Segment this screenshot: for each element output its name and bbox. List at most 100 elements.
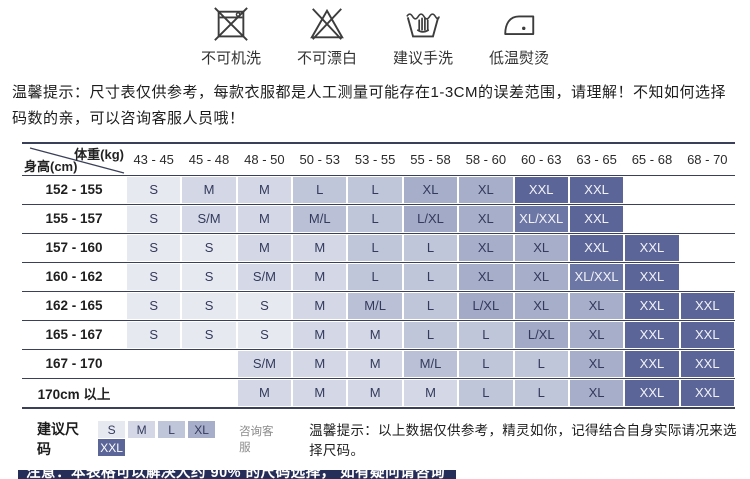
care-item-hand-wash: 建议手洗 [387, 6, 459, 68]
care-label: 建议手洗 [392, 50, 453, 67]
size-cell: XXL [625, 350, 679, 377]
weight-range-header: 55 - 58 [410, 151, 451, 167]
diagonal-divider [29, 147, 125, 174]
size-cell: XL [569, 350, 624, 377]
size-cell: S [182, 321, 236, 348]
size-cell: S [182, 292, 236, 319]
size-cell: XXL [514, 176, 568, 203]
weight-range-header: 45 - 48 [188, 151, 230, 167]
size-swatch: L [158, 421, 186, 439]
height-axis-label: 身高(cm) [24, 158, 78, 174]
size-cell: S [237, 292, 292, 319]
size-cell: XXL [680, 379, 734, 406]
footer-tip-text: 温馨提示：以上数据仅供参考，精灵如你，记得结合自身实际请况来选择尺码。 [309, 422, 737, 458]
size-cell: M/L [348, 292, 402, 319]
size-cell: L [514, 379, 568, 406]
low-temp-iron-icon [500, 6, 538, 44]
consult-service-link[interactable]: 咨询客服 [239, 425, 274, 454]
size-swatch: M [128, 421, 156, 439]
size-cell: XL [514, 263, 568, 290]
size-cell: S/M [182, 205, 236, 232]
size-cell: S [182, 234, 236, 261]
size-cell: XL [459, 263, 513, 290]
size-cell: XL/XXL [514, 205, 568, 232]
size-cell: L [403, 234, 458, 261]
weight-range-header: 58 - 60 [465, 151, 507, 167]
size-cell: S [127, 176, 181, 203]
attention-banner: 注意：本表格可以解决大约 90% 的尺码选择， 如有疑问请咨询客服 [18, 465, 456, 479]
size-cell: S [127, 321, 181, 348]
size-cell: M [293, 234, 347, 261]
size-disclaimer-text: 温馨提示：尺寸表仅供参考，每款衣服都是人工测量可能存在1-3CM的误差范围，请理… [12, 84, 727, 127]
size-cell: S/M [237, 350, 292, 377]
size-cell: XXL [625, 379, 679, 406]
size-cell: M/L [293, 205, 347, 232]
size-cell [182, 379, 236, 406]
height-range-label: 157 - 160 [22, 233, 126, 262]
size-cell: L [459, 321, 513, 348]
weight-range-header: 43 - 45 [133, 151, 174, 167]
size-cell: XL/XXL [569, 263, 624, 290]
size-cell [127, 379, 181, 406]
weight-range-header: 48 - 50 [244, 151, 285, 167]
size-cell: M [293, 379, 347, 406]
size-cell: M [293, 263, 347, 290]
table-row: 160 - 162 S S S/M M L L XL XL XL/XXL XXL [22, 262, 735, 292]
table-corner-cell: 体重(kg) 身高(cm) [22, 144, 126, 175]
size-cell: L [348, 205, 402, 232]
size-cell [127, 350, 181, 377]
size-cell: M [293, 292, 347, 319]
height-range-label: 152 - 155 [22, 175, 126, 204]
size-cell: S [127, 234, 181, 261]
size-cell: XXL [680, 350, 734, 377]
size-cell: XL [569, 292, 624, 319]
size-cell [680, 176, 734, 203]
size-cell: M [237, 176, 292, 203]
size-cell: M [348, 379, 402, 406]
size-cell: XXL [680, 292, 734, 319]
size-cell: L [459, 379, 513, 406]
size-cell: L [293, 176, 347, 203]
size-cell: L/XL [459, 292, 513, 319]
height-range-label: 155 - 157 [22, 204, 126, 233]
height-range-label: 160 - 162 [22, 262, 126, 291]
suggest-size-label: 建议尺码 [37, 420, 79, 457]
size-cell: M [403, 379, 458, 406]
weight-range-header: 68 - 70 [687, 151, 728, 167]
table-row: 165 - 167 S S S M M L L L/XL XL XXL XXL [22, 320, 735, 350]
height-range-label: 165 - 167 [22, 320, 126, 349]
weight-axis-label: 体重(kg) [74, 146, 124, 162]
size-cell: XXL [569, 205, 624, 232]
height-range-label: 162 - 165 [22, 291, 126, 320]
weight-range-header: 63 - 65 [576, 151, 617, 167]
size-cell: XL [459, 234, 513, 261]
size-cell: L [403, 263, 458, 290]
no-machine-wash-icon [212, 6, 250, 44]
size-cell [680, 234, 734, 261]
size-table: 体重(kg) 身高(cm) 43 - 45 45 - 48 48 - 50 50 - … [22, 141, 735, 409]
size-swatch: XL [188, 421, 216, 439]
table-row: 152 - 155 S M M L L XL XL XXL XXL [22, 175, 735, 205]
care-label: 低温熨烫 [488, 50, 549, 67]
size-cell: XXL [569, 176, 624, 203]
size-cell: M [348, 350, 402, 377]
size-cell: XXL [625, 263, 679, 290]
table-row: 167 - 170 S/M M M M/L L L XL XXL XXL [22, 349, 735, 379]
weight-range-header: 50 - 53 [299, 151, 340, 167]
size-cell: L [514, 350, 568, 377]
size-cell [680, 263, 734, 290]
weight-range-header: 53 - 55 [354, 151, 396, 167]
size-cell: S [237, 321, 292, 348]
size-cell: M [293, 350, 347, 377]
size-cell [625, 176, 679, 203]
size-cell: XL [514, 292, 568, 319]
no-bleach-icon [308, 6, 346, 44]
size-cell: L [403, 321, 458, 348]
care-item-no-machine-wash: 不可机洗 [195, 6, 267, 68]
size-cell: XXL [625, 234, 679, 261]
care-item-low-temp-iron: 低温熨烫 [483, 6, 555, 68]
size-cell: M [348, 321, 402, 348]
size-cell: L [459, 350, 513, 377]
size-cell: M [237, 234, 292, 261]
care-label: 不可漂白 [296, 50, 357, 67]
